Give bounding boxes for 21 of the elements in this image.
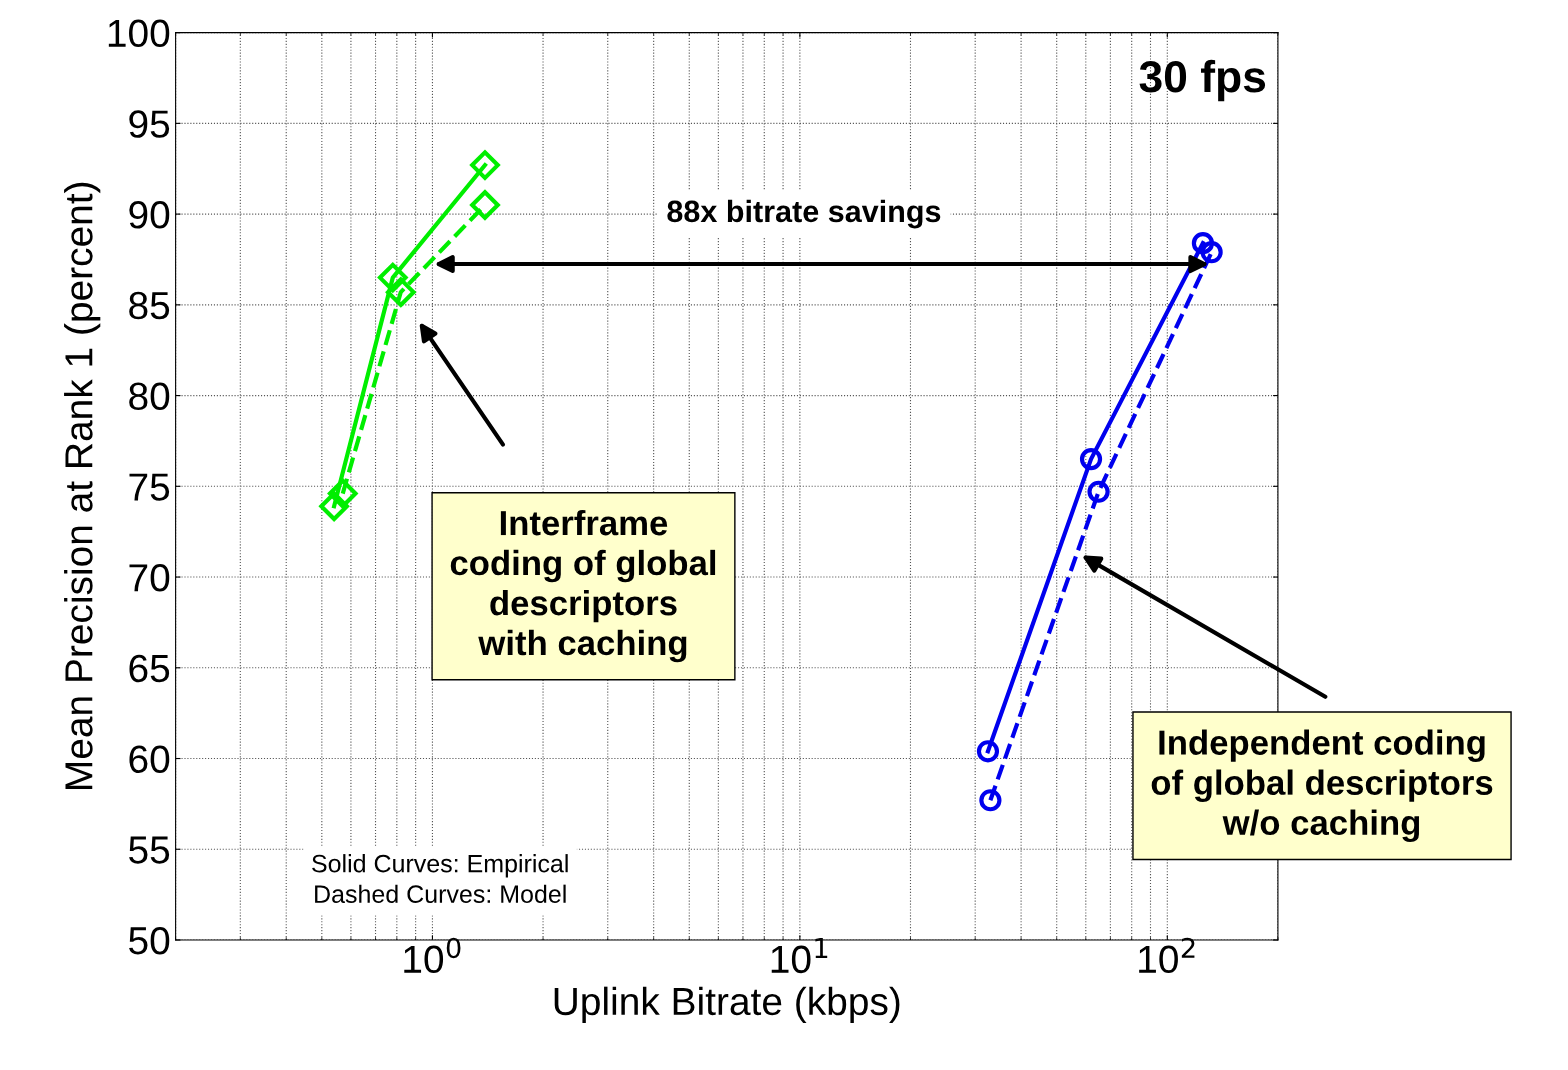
annotation: Independent coding of global descriptors w/o caching (1151, 729, 1493, 843)
y-tick-label: 65 (129, 654, 170, 683)
x-tick-label: 10$^{1}$ (771, 938, 828, 974)
y-tick-label: 60 (129, 745, 170, 773)
y-tick-label: 85 (129, 291, 170, 320)
y-axis-title: Mean Precision at Rank 1 (percent) (64, 182, 101, 789)
y-tick-label: 70 (129, 563, 170, 592)
x-tick-label: 10$^{2}$ (1139, 937, 1195, 974)
y-tick-label: 50 (129, 926, 170, 955)
y-tick-label: 80 (129, 382, 170, 411)
y-tick-label: 100 (108, 19, 170, 48)
x-tick-label: 10$^{0}$ (404, 937, 461, 974)
y-tick-label: 55 (129, 836, 170, 864)
annotation: 30 fps (1139, 59, 1266, 102)
annotation: Interframe coding of global descriptors with caching (450, 509, 716, 663)
y-tick-label: 90 (129, 201, 170, 229)
x-axis-title: Uplink Bitrate (kbps) (554, 986, 900, 1023)
annotation: 88x bitrate savings (667, 199, 941, 229)
y-tick-label: 75 (129, 473, 170, 501)
y-tick-label: 95 (129, 110, 170, 138)
annotation: Solid Curves: Empirical Dashed Curves: Model (312, 854, 568, 903)
